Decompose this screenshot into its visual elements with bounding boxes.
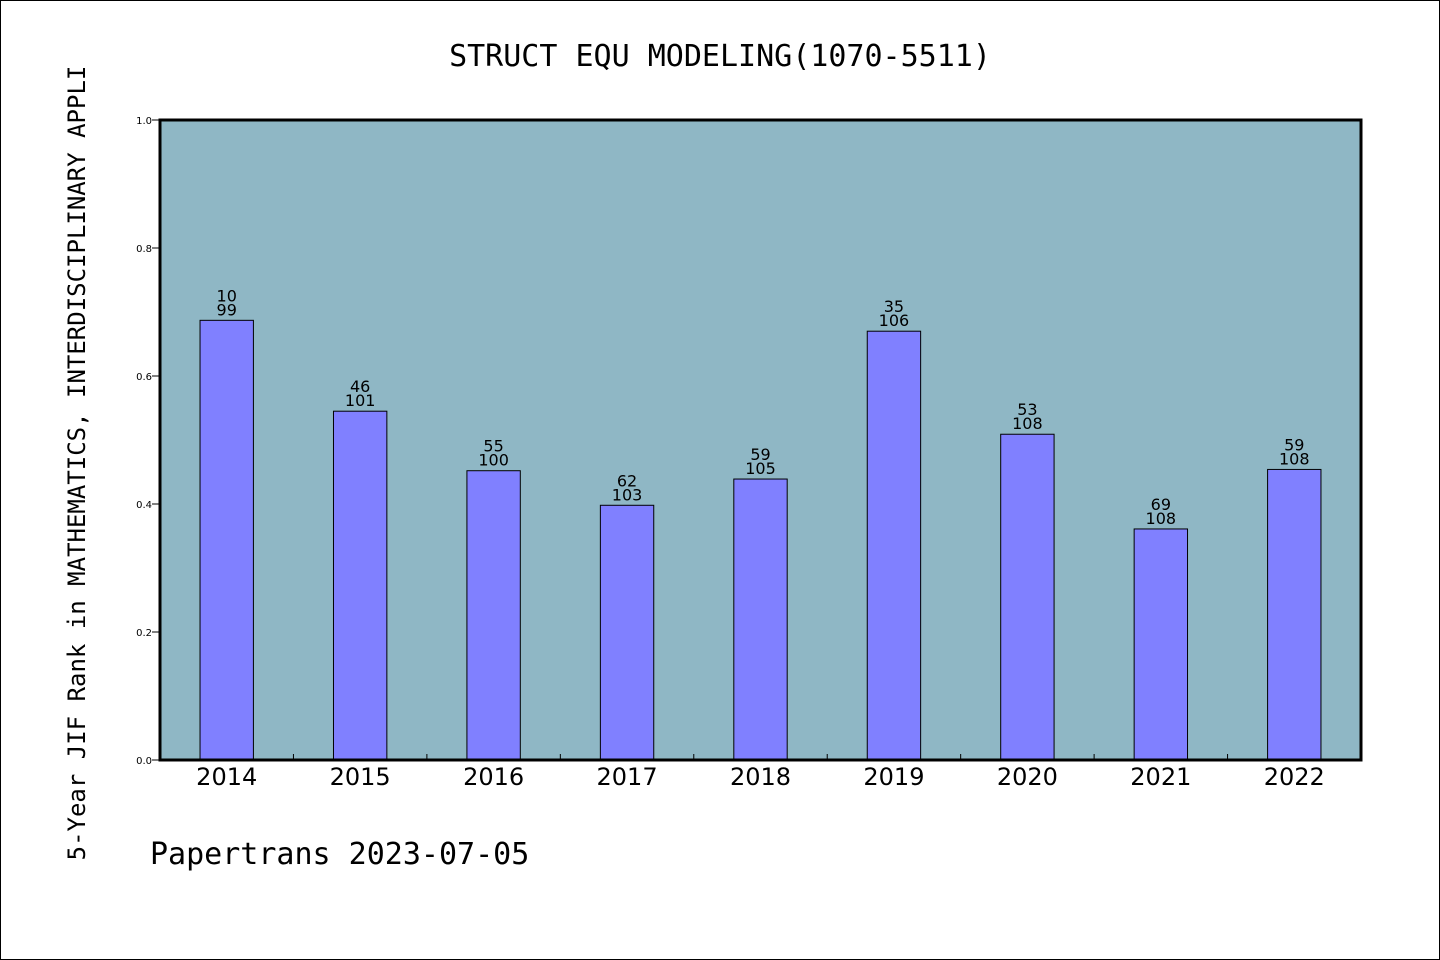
bar-rank-label: 46 <box>350 377 370 396</box>
bar <box>599 504 655 761</box>
bar-rank-label: 55 <box>483 437 503 456</box>
bar-rank-label: 10 <box>217 286 237 305</box>
y-tick-label: 0.0 <box>136 756 152 767</box>
bar-rank-label: 69 <box>1151 495 1171 514</box>
x-tick-label: 2021 <box>1130 763 1191 791</box>
bar-total-label: 108 <box>1146 509 1177 528</box>
bar <box>1267 468 1322 761</box>
y-axis: 0.0 0.2 0.4 0.6 0.8 1.0 <box>136 116 160 767</box>
y-tick-label: 0.4 <box>136 500 152 511</box>
bar-total-label: 100 <box>478 451 509 470</box>
x-tick-label: 2016 <box>463 763 524 791</box>
bar <box>1000 433 1055 761</box>
x-tick-label: 2015 <box>330 763 391 791</box>
bar <box>466 470 521 761</box>
y-axis-label: 5-Year JIF Rank in MATHEMATICS, INTERDIS… <box>63 66 91 861</box>
bar <box>332 410 388 761</box>
x-tick-label: 2017 <box>597 763 658 791</box>
footer-text: Papertrans 2023-07-05 <box>150 837 529 872</box>
bar-rank-label: 59 <box>750 445 770 464</box>
x-tick-label: 2014 <box>196 763 257 791</box>
x-axis: 2014 2015 2016 2017 2018 2019 2020 2021 2022 <box>196 754 1325 791</box>
y-tick-label: 0.2 <box>136 628 152 639</box>
y-tick-label: 1.0 <box>136 116 152 127</box>
x-tick-label: 2018 <box>730 763 791 791</box>
bar-total-label: 99 <box>217 300 237 319</box>
y-tick-label: 0.8 <box>136 244 152 255</box>
bar <box>733 478 788 761</box>
y-tick-label: 0.6 <box>136 372 152 383</box>
bar <box>199 319 254 761</box>
bar-rank-label: 62 <box>617 471 637 490</box>
bar <box>1133 528 1189 761</box>
x-tick-label: 2020 <box>997 763 1058 791</box>
bar-total-label: 103 <box>612 485 643 504</box>
bar <box>866 330 922 761</box>
bar-group: 1099461015510062103591053510653108691085… <box>199 286 1322 761</box>
bar-total-label: 106 <box>879 311 910 330</box>
bar-total-label: 108 <box>1012 414 1043 433</box>
bar-total-label: 108 <box>1279 449 1310 468</box>
chart-title: STRUCT EQU MODELING(1070-5511) <box>449 39 991 74</box>
bar-total-label: 101 <box>345 391 376 410</box>
plot-border <box>158 118 1363 762</box>
x-tick-label: 2019 <box>863 763 924 791</box>
bar-rank-label: 59 <box>1284 435 1304 454</box>
bar-rank-label: 53 <box>1017 400 1037 419</box>
bar-rank-label: 35 <box>884 297 904 316</box>
x-tick-label: 2022 <box>1264 763 1325 791</box>
bar-total-label: 105 <box>745 459 776 478</box>
